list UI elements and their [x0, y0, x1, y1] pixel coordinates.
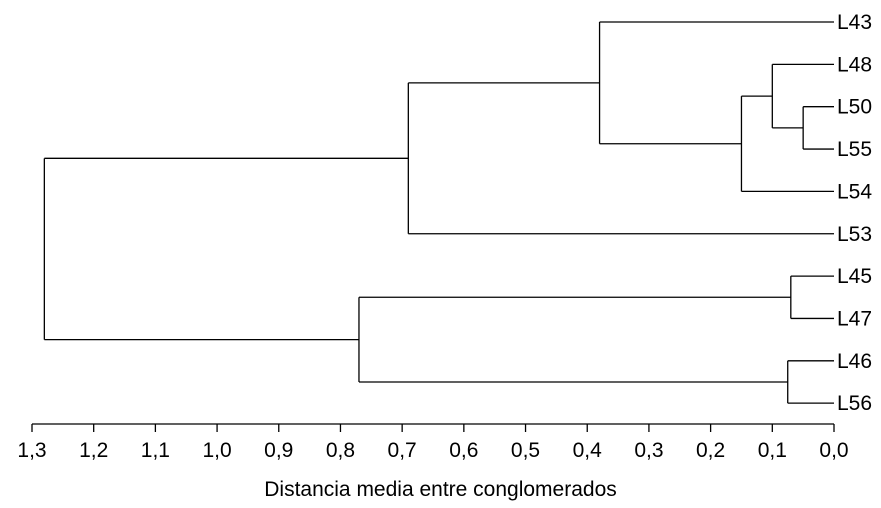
x-tick-label: 0,4: [573, 439, 603, 462]
x-tick-label: 0,2: [696, 439, 725, 462]
x-tick-label: 0,3: [634, 439, 663, 462]
x-tick-label: 0,0: [819, 439, 848, 462]
leaf-label-l48: L48: [837, 53, 872, 76]
leaf-labels: L43 L48 L50 L55 L54 L53 L45 L47 L46 L56: [837, 11, 872, 415]
leaf-label-l55: L55: [837, 138, 872, 161]
leaf-label-l47: L47: [837, 307, 872, 330]
x-tick-label: 0,8: [326, 439, 355, 462]
x-tick-label: 0,5: [511, 439, 540, 462]
leaf-label-l56: L56: [837, 392, 872, 415]
x-tick-label: 0,9: [264, 439, 293, 462]
dendrogram-links: [43, 21, 834, 404]
x-axis-title: Distancia media entre conglomerados: [264, 478, 617, 501]
leaf-label-l43: L43: [837, 11, 872, 34]
x-tick-label: 1,1: [141, 439, 170, 462]
leaf-label-l54: L54: [837, 180, 872, 203]
x-tick-label: 1,3: [17, 439, 46, 462]
x-tick-label: 0,1: [758, 439, 787, 462]
leaf-label-l46: L46: [837, 350, 872, 373]
x-tick-label: 0,7: [388, 439, 417, 462]
x-tick-label: 0,6: [449, 439, 478, 462]
x-tick-label: 1,0: [202, 439, 231, 462]
x-axis: 1,3 1,2 1,1 1,0 0,9 0,8 0,7 0,6 0,5 0,4 0,3 0,2 0,1 0…: [17, 423, 849, 462]
leaf-label-l45: L45: [837, 265, 872, 288]
x-tick-label: 1,2: [79, 439, 108, 462]
leaf-label-l50: L50: [837, 96, 872, 119]
leaf-label-l53: L53: [837, 223, 872, 246]
